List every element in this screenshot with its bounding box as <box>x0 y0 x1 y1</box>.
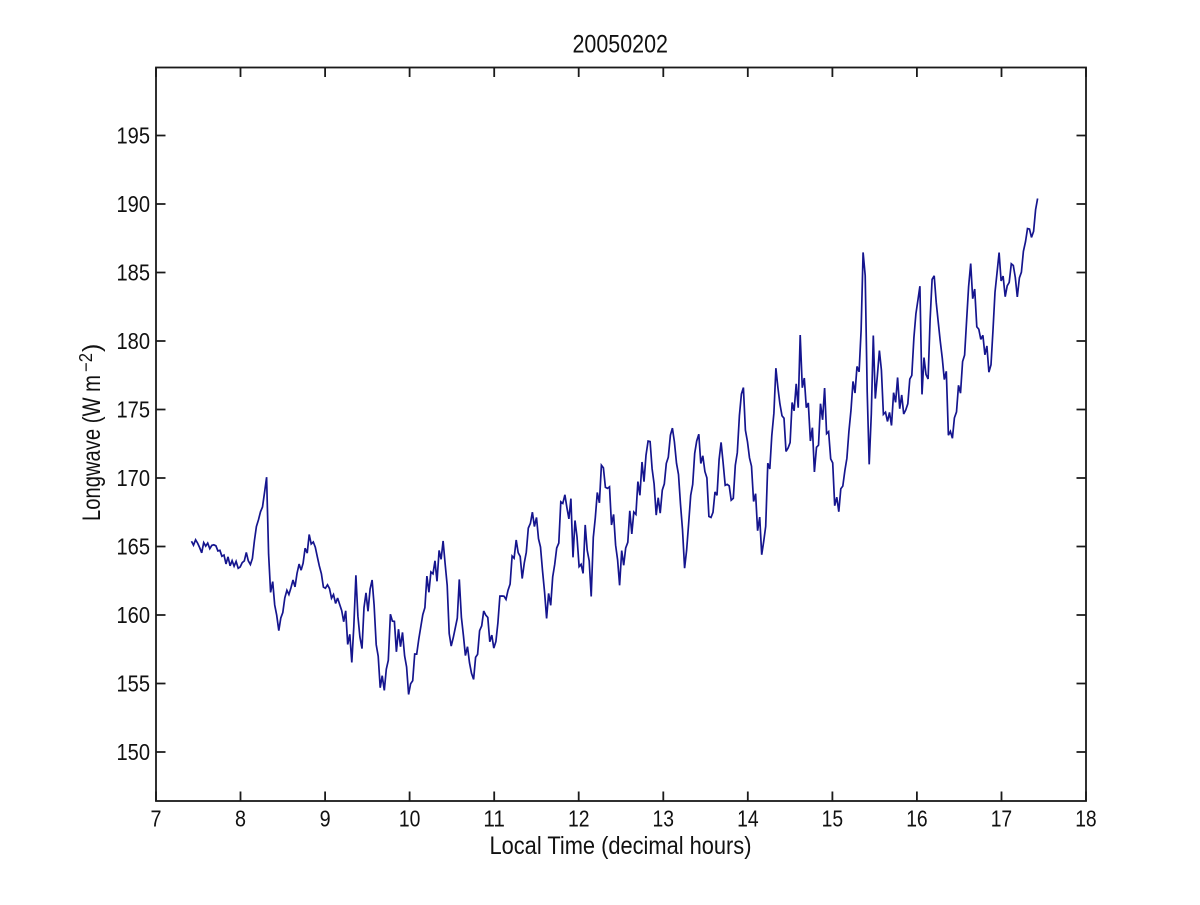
svg-text:9: 9 <box>320 806 331 832</box>
svg-text:Longwave (W m: Longwave (W m <box>78 375 106 521</box>
svg-text:Local Time (decimal hours): Local Time (decimal hours) <box>490 832 752 860</box>
svg-text:175: 175 <box>117 397 151 423</box>
svg-text:190: 190 <box>117 191 151 217</box>
svg-text:17: 17 <box>991 806 1013 832</box>
svg-text:14: 14 <box>737 806 759 832</box>
svg-text:10: 10 <box>399 806 421 832</box>
svg-text:8: 8 <box>235 806 246 832</box>
svg-text:180: 180 <box>117 328 151 354</box>
svg-text:160: 160 <box>117 602 151 628</box>
svg-text:12: 12 <box>568 806 590 832</box>
svg-text:20050202: 20050202 <box>573 31 669 59</box>
svg-text:−2: −2 <box>76 353 96 372</box>
svg-text:11: 11 <box>483 806 505 832</box>
svg-text:15: 15 <box>822 806 844 832</box>
svg-text:150: 150 <box>117 739 151 765</box>
svg-text:195: 195 <box>117 123 151 149</box>
svg-text:165: 165 <box>117 534 151 560</box>
svg-text:7: 7 <box>151 806 162 832</box>
svg-text:18: 18 <box>1075 806 1097 832</box>
svg-text:185: 185 <box>117 260 151 286</box>
svg-text:16: 16 <box>906 806 928 832</box>
svg-text:13: 13 <box>653 806 675 832</box>
svg-text:155: 155 <box>117 671 151 697</box>
svg-text:170: 170 <box>117 465 151 491</box>
svg-text:): ) <box>78 344 106 352</box>
